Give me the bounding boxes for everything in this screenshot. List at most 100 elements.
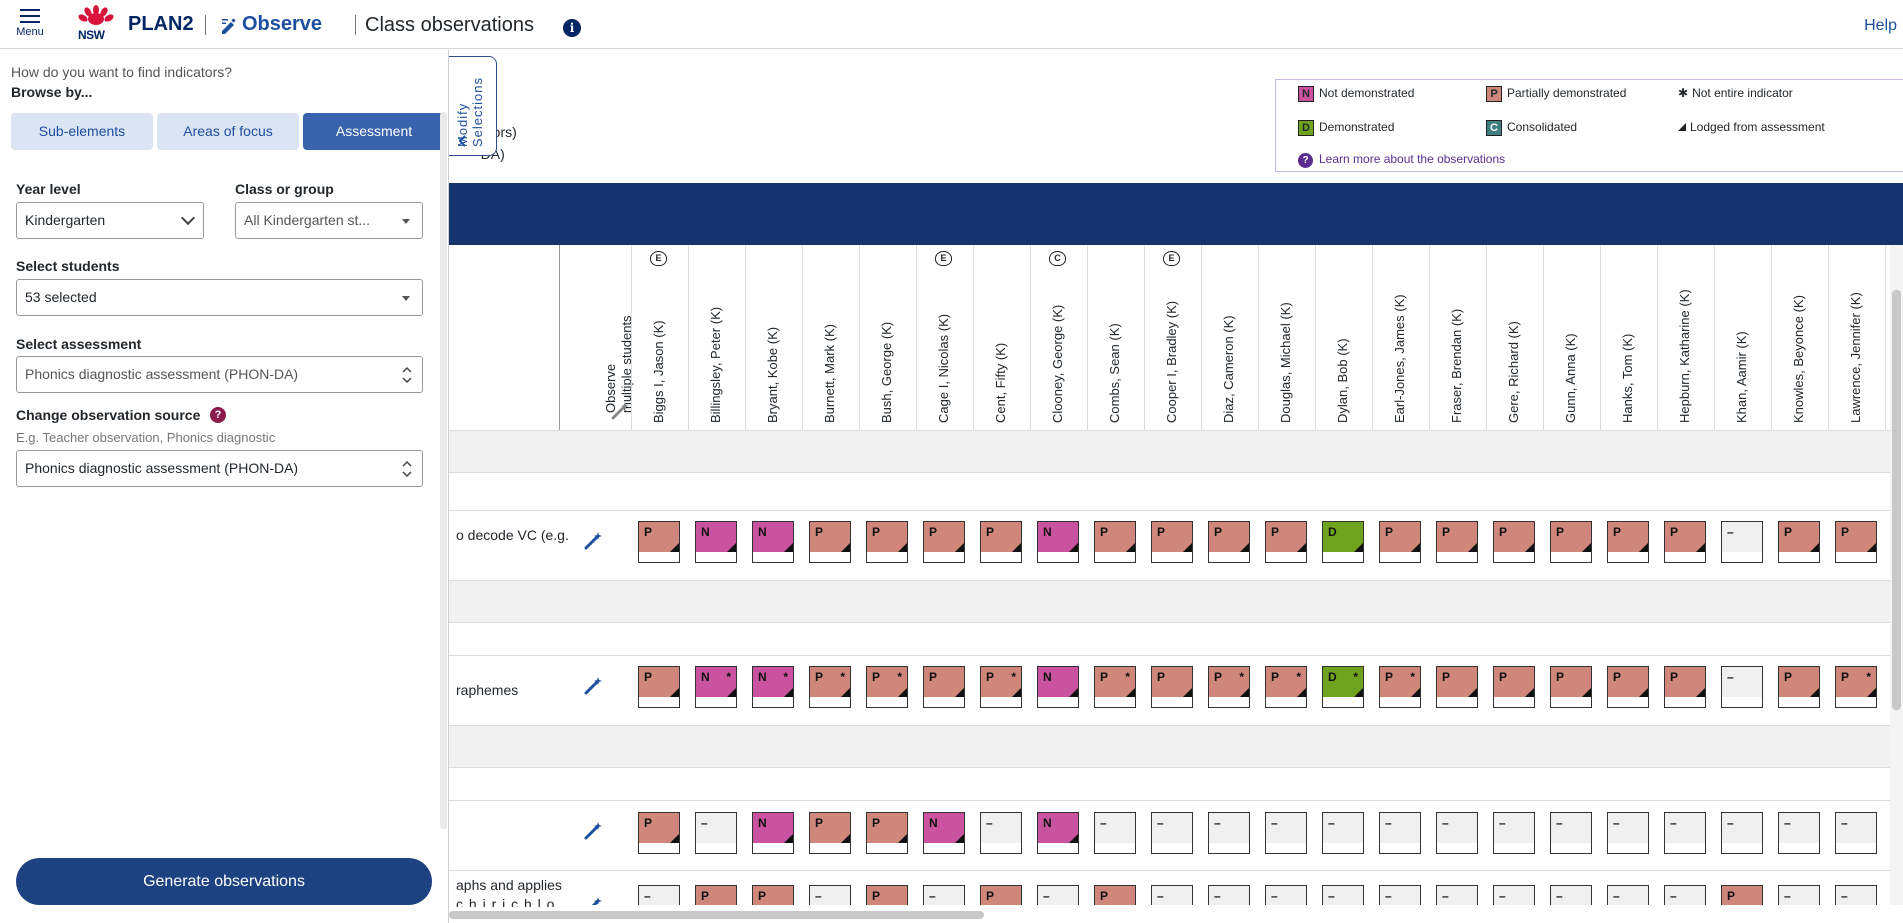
observation-cell[interactable]: P: [1664, 521, 1706, 563]
observation-cell[interactable]: –: [1208, 885, 1250, 905]
observation-source-select[interactable]: Phonics diagnostic assessment (PHON-DA): [16, 450, 423, 487]
observation-cell[interactable]: –: [1493, 885, 1535, 905]
student-column-header[interactable]: Gunn, Anna (K): [1563, 333, 1578, 423]
observation-cell[interactable]: P: [1379, 521, 1421, 563]
observation-cell[interactable]: –: [1037, 885, 1079, 905]
student-column-header[interactable]: Douglas, Michael (K): [1278, 302, 1293, 423]
student-column-header[interactable]: Burnett, Mark (K): [822, 324, 837, 423]
observation-cell[interactable]: –: [1151, 812, 1193, 854]
generate-observations-button[interactable]: Generate observations: [16, 858, 432, 905]
observation-cell[interactable]: P: [1265, 521, 1307, 563]
observation-cell[interactable]: –: [1265, 885, 1307, 905]
observation-cell[interactable]: D: [1322, 521, 1364, 563]
student-column-header[interactable]: Hepburn, Katharine (K): [1677, 289, 1692, 423]
observation-cell[interactable]: –: [695, 812, 737, 854]
observation-cell[interactable]: –: [980, 812, 1022, 854]
observation-cell[interactable]: P: [1436, 666, 1478, 708]
tab-sub-elements[interactable]: Sub-elements: [11, 113, 153, 150]
observation-cell[interactable]: P *: [1094, 666, 1136, 708]
observation-cell[interactable]: –: [1322, 812, 1364, 854]
observation-cell[interactable]: P: [1607, 666, 1649, 708]
magic-wand-icon[interactable]: [611, 400, 631, 420]
panel-scrollbar[interactable]: [440, 112, 447, 829]
student-column-header[interactable]: Hanks, Tom (K): [1620, 333, 1635, 423]
tab-assessment[interactable]: Assessment: [303, 113, 445, 150]
observation-cell[interactable]: P: [809, 521, 851, 563]
observation-cell[interactable]: P: [1607, 521, 1649, 563]
observation-cell[interactable]: –: [1550, 812, 1592, 854]
learn-more-link[interactable]: ? Learn more about the observations: [1298, 152, 1505, 168]
observation-cell[interactable]: –: [1835, 885, 1877, 905]
observation-cell[interactable]: P: [980, 885, 1022, 905]
observation-cell[interactable]: –: [1151, 885, 1193, 905]
observation-cell[interactable]: P: [1151, 521, 1193, 563]
observation-cell[interactable]: P: [1493, 521, 1535, 563]
student-column-header[interactable]: Bryant, Kobe (K): [765, 326, 780, 423]
observation-cell[interactable]: P: [638, 666, 680, 708]
student-column-header[interactable]: E Cage I, Nicolas (K): [935, 251, 952, 423]
observation-cell[interactable]: P: [1550, 521, 1592, 563]
observation-cell[interactable]: P: [923, 666, 965, 708]
observe-row-wand-icon[interactable]: [584, 820, 604, 840]
observation-cell[interactable]: N: [1037, 666, 1079, 708]
class-group-select[interactable]: All Kindergarten st...: [235, 202, 423, 239]
observation-cell[interactable]: –: [1778, 812, 1820, 854]
student-column-header[interactable]: E Biggs I, Jason (K): [650, 251, 667, 423]
student-column-header[interactable]: C Clooney, George (K): [1049, 251, 1066, 423]
observation-cell[interactable]: –: [1664, 885, 1706, 905]
observation-cell[interactable]: P: [980, 521, 1022, 563]
app-name[interactable]: PLAN2: [128, 13, 194, 35]
student-column-header[interactable]: Lawrence, Jennifer (K): [1848, 292, 1863, 423]
observation-cell[interactable]: P: [809, 812, 851, 854]
student-column-header[interactable]: Combs, Sean (K): [1107, 323, 1122, 423]
observation-cell[interactable]: –: [1550, 885, 1592, 905]
observe-row-wand-icon[interactable]: [584, 675, 604, 695]
observation-cell[interactable]: P: [1721, 885, 1763, 905]
year-level-select[interactable]: Kindergarten: [16, 202, 204, 239]
student-column-header[interactable]: Bush, George (K): [879, 321, 894, 423]
observation-cell[interactable]: P: [1664, 666, 1706, 708]
observation-cell[interactable]: P *: [1265, 666, 1307, 708]
observation-cell[interactable]: –: [1721, 521, 1763, 563]
observation-cell[interactable]: P: [1151, 666, 1193, 708]
observation-cell[interactable]: D *: [1322, 666, 1364, 708]
observation-cell[interactable]: P *: [1208, 666, 1250, 708]
help-question-icon[interactable]: ?: [210, 407, 226, 423]
observation-cell[interactable]: P: [695, 885, 737, 905]
student-column-header[interactable]: Dylan, Bob (K): [1335, 338, 1350, 423]
observation-cell[interactable]: P: [1436, 521, 1478, 563]
student-column-header[interactable]: Knowles, Beyonce (K): [1791, 295, 1806, 423]
observation-cell[interactable]: –: [638, 885, 680, 905]
observation-cell[interactable]: –: [1379, 812, 1421, 854]
observation-cell[interactable]: –: [1607, 885, 1649, 905]
student-column-header[interactable]: Cent, Fifty (K): [993, 342, 1008, 423]
observation-cell[interactable]: N: [752, 521, 794, 563]
observation-cell[interactable]: P: [1835, 521, 1877, 563]
info-icon[interactable]: i: [563, 19, 581, 37]
observation-cell[interactable]: –: [1721, 666, 1763, 708]
observation-cell[interactable]: –: [1493, 812, 1535, 854]
observation-cell[interactable]: P: [1550, 666, 1592, 708]
observation-cell[interactable]: P: [866, 885, 908, 905]
student-column-header[interactable]: Billingsley, Peter (K): [708, 306, 723, 423]
tab-areas-of-focus[interactable]: Areas of focus: [157, 113, 299, 150]
modify-selections-tab[interactable]: Modify Selections: [449, 56, 497, 156]
observation-cell[interactable]: P: [1094, 885, 1136, 905]
observation-cell[interactable]: P: [1493, 666, 1535, 708]
vertical-scroll-thumb[interactable]: [1892, 290, 1901, 710]
observation-cell[interactable]: P: [866, 521, 908, 563]
select-students-dropdown[interactable]: 53 selected: [16, 279, 423, 316]
observation-cell[interactable]: –: [1436, 812, 1478, 854]
observe-row-wand-icon[interactable]: [584, 895, 604, 905]
observation-cell[interactable]: P: [1208, 521, 1250, 563]
observation-cell[interactable]: P: [1778, 666, 1820, 708]
menu-button[interactable]: Menu: [12, 8, 48, 38]
observation-cell[interactable]: P *: [809, 666, 851, 708]
observation-cell[interactable]: –: [1265, 812, 1307, 854]
student-column-header[interactable]: Gere, Richard (K): [1506, 321, 1521, 423]
observation-cell[interactable]: N: [695, 521, 737, 563]
student-column-header[interactable]: Fraser, Brendan (K): [1449, 308, 1464, 423]
horizontal-scroll-thumb[interactable]: [449, 911, 984, 919]
observation-cell[interactable]: P *: [866, 666, 908, 708]
observation-cell[interactable]: P: [752, 885, 794, 905]
